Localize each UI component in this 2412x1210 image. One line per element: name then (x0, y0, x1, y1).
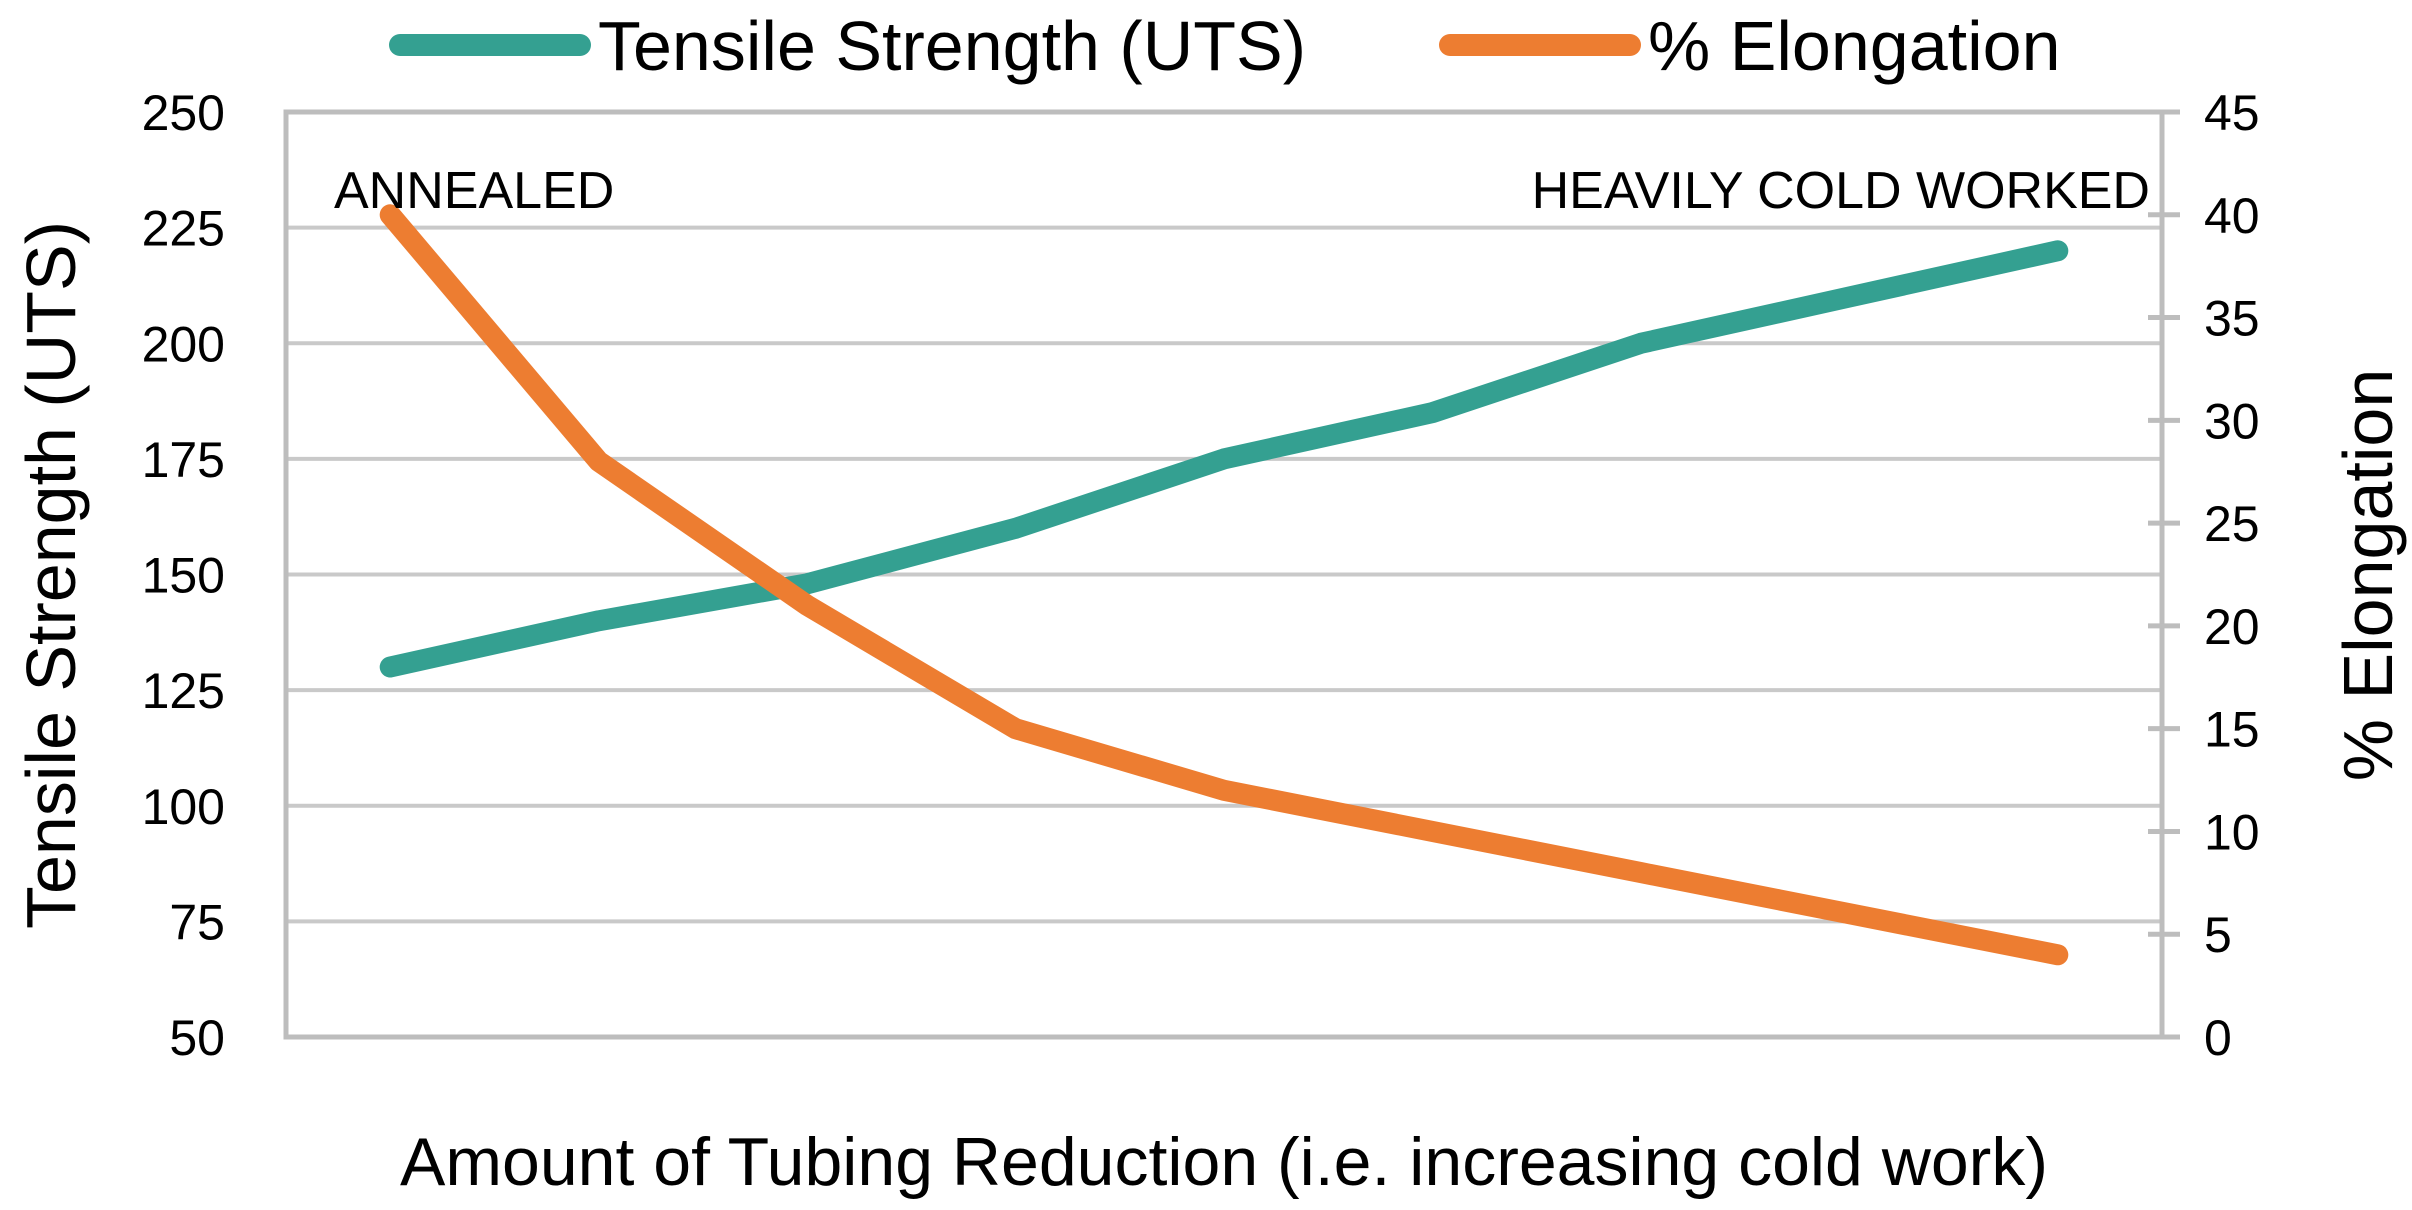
right-axis-tick-label: 30 (2204, 393, 2260, 449)
right-axis-tick-label: 10 (2204, 804, 2260, 860)
plot-border (283, 109, 2165, 1040)
left-axis-tick-label: 250 (142, 85, 225, 141)
legend-label-elongation: % Elongation (1648, 7, 2061, 85)
left-axis-tick-label: 125 (142, 663, 225, 719)
left-axis-title: Tensile Strength (UTS) (12, 221, 90, 929)
x-axis-title: Amount of Tubing Reduction (i.e. increas… (400, 1124, 2048, 1200)
annotation-heavily-cold-worked: HEAVILY COLD WORKED (1532, 162, 2150, 220)
left-axis-tick-label: 225 (142, 201, 225, 257)
left-axis-tick-label: 200 (142, 316, 225, 372)
right-axis-tick-label: 25 (2204, 496, 2260, 552)
left-axis-tick-label: 175 (142, 432, 225, 488)
legend-label-tensile-strength: Tensile Strength (UTS) (598, 7, 1306, 85)
plot-area: 0 5 10 15 20 25 30 35 40 45 50 75 100 125 150 175 200 225… (142, 85, 2260, 1066)
legend: Tensile Strength (UTS) % Elongation (389, 7, 2061, 85)
series-line-elongation (379, 204, 2069, 966)
right-axis-tick-label: 0 (2204, 1010, 2232, 1066)
left-axis-tick-label: 50 (169, 1010, 225, 1066)
left-axis-tick-label: 150 (142, 548, 225, 604)
left-axis-tick-label: 75 (169, 894, 225, 950)
series-line-tensile-strength (379, 240, 2069, 678)
annotation-annealed: ANNEALED (334, 162, 614, 220)
right-axis-title: % Elongation (2329, 369, 2407, 782)
right-axis-tick-label: 35 (2204, 291, 2260, 347)
right-axis-tick-label: 20 (2204, 599, 2260, 655)
right-axis-tick-label: 45 (2204, 85, 2260, 141)
left-axis-tick-label: 100 (142, 779, 225, 835)
right-axis-tick-label: 15 (2204, 702, 2260, 758)
right-axis-tick-label: 5 (2204, 907, 2232, 963)
right-axis-tick-label: 40 (2204, 188, 2260, 244)
